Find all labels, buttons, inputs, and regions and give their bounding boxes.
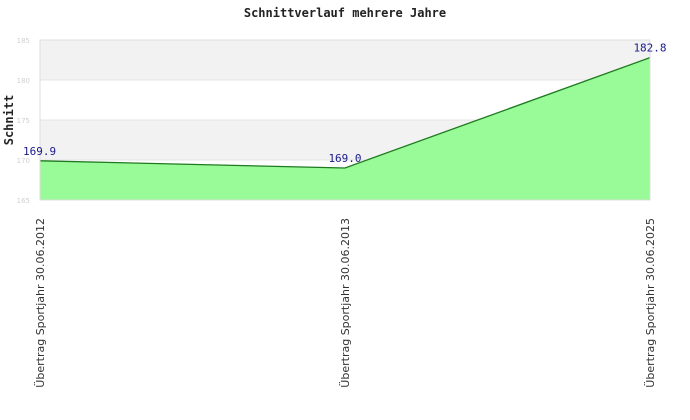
series-line xyxy=(39,56,651,169)
data-label: 182.8 xyxy=(633,42,666,55)
y-tick-label: 185 xyxy=(17,37,30,45)
background-band xyxy=(40,40,650,80)
y-tick-label: 170 xyxy=(17,157,30,165)
x-tick-label: Übertrag Sportjahr 30.06.2012 xyxy=(34,218,47,388)
chart-title: Schnittverlauf mehrere Jahre xyxy=(244,6,446,20)
area-fill xyxy=(40,57,650,200)
data-labels: 169.9 169.0 182.8 xyxy=(23,42,667,165)
data-label: 169.9 xyxy=(23,145,56,158)
data-label: 169.0 xyxy=(328,152,361,165)
y-tick-label: 165 xyxy=(17,197,30,205)
y-tick-label: 180 xyxy=(17,77,30,85)
y-axis-ticks: 165 170 175 180 185 xyxy=(17,37,30,205)
x-tick-label: Übertrag Sportjahr 30.06.2013 xyxy=(339,218,352,388)
x-tick-label: Übertrag Sportjahr 30.06.2025 xyxy=(644,218,657,388)
x-axis-ticks: Übertrag Sportjahr 30.06.2012 Übertrag Sp… xyxy=(34,218,657,388)
plot-border xyxy=(39,39,651,201)
y-tick-label: 175 xyxy=(17,117,30,125)
y-axis-label: Schnitt xyxy=(2,95,16,146)
